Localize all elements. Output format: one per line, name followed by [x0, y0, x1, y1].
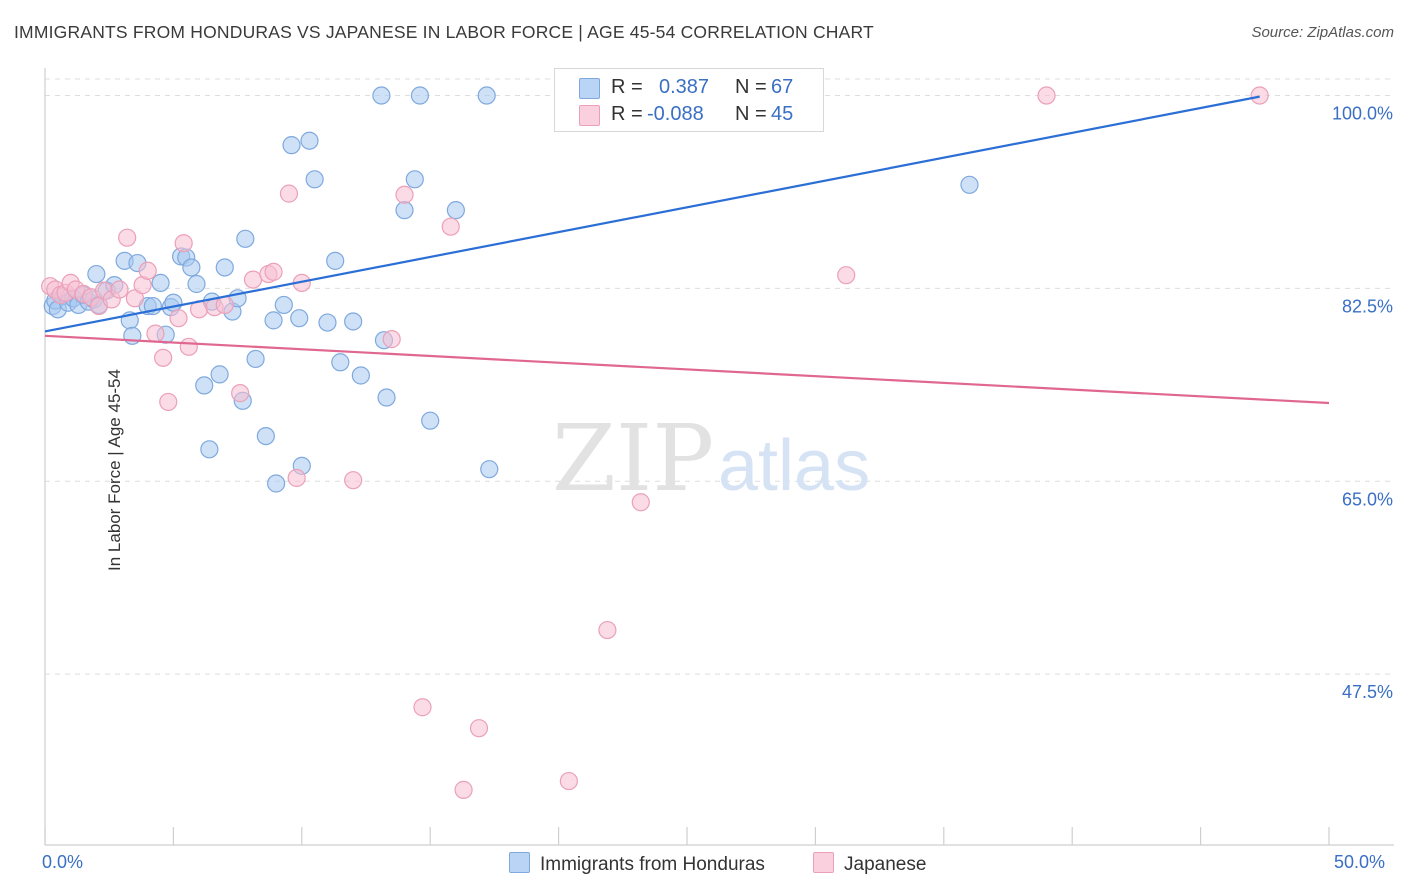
honduras-point	[326, 251, 345, 270]
bottom-legend-pink: Japanese	[813, 852, 926, 876]
honduras-point	[318, 313, 337, 332]
bottom-legend-swatch-pink	[813, 852, 834, 873]
japanese-point	[118, 228, 137, 247]
japanese-point	[169, 309, 188, 328]
legend-r-label: R =	[611, 103, 643, 125]
honduras-point	[395, 201, 414, 220]
axes	[44, 68, 1394, 846]
x-tick-min: 0.0%	[42, 852, 84, 872]
honduras-point	[151, 273, 170, 292]
japanese-point	[344, 471, 363, 490]
japanese-point	[287, 468, 306, 488]
japanese-trend-line	[44, 334, 1330, 405]
legend-swatch-pink	[579, 105, 600, 126]
legend-swatch-blue	[579, 78, 600, 99]
honduras-point	[187, 274, 206, 294]
honduras-point	[87, 264, 106, 284]
japanese-point	[395, 185, 414, 204]
japanese-point	[382, 330, 401, 349]
honduras-point	[246, 349, 265, 369]
watermark-zip: ZIP	[552, 405, 714, 512]
japanese-point	[441, 217, 460, 236]
honduras-point	[372, 86, 391, 105]
honduras-point	[305, 170, 324, 189]
source-label: Source: ZipAtlas.com	[1251, 24, 1394, 41]
honduras-point	[410, 86, 430, 105]
legend-n-label: N =	[735, 76, 767, 98]
japanese-point	[559, 771, 578, 791]
watermark-atlas: atlas	[718, 426, 870, 506]
trend-lines	[44, 95, 1330, 405]
japanese-point	[154, 348, 173, 367]
honduras-point	[264, 311, 283, 330]
honduras-point	[182, 258, 201, 277]
japanese-point	[598, 620, 617, 640]
honduras-point	[480, 460, 499, 479]
honduras-point	[344, 312, 363, 331]
x-tick-max: 50.0%	[1334, 852, 1386, 872]
honduras-point	[256, 426, 275, 446]
honduras-point	[477, 86, 496, 105]
honduras-point	[200, 440, 219, 459]
honduras-point	[960, 175, 979, 194]
legend-r-pink: -0.088	[647, 103, 704, 125]
japanese-point	[454, 780, 473, 799]
japanese-point	[146, 324, 165, 343]
legend-r-label: R =	[611, 76, 643, 98]
bottom-legend-blue: Immigrants from Honduras	[509, 852, 765, 876]
japanese-point	[231, 384, 250, 403]
honduras-trend-line	[44, 95, 1260, 333]
japanese-point	[631, 493, 650, 512]
legend-n-pink: 45	[771, 103, 794, 125]
watermark: ZIP atlas	[552, 405, 870, 512]
honduras-point	[331, 353, 350, 372]
honduras-point	[236, 229, 255, 248]
honduras-point	[282, 136, 301, 155]
honduras-point	[446, 201, 465, 220]
legend-n-label: N =	[735, 103, 767, 125]
japanese-point	[837, 266, 856, 285]
japanese-point	[243, 270, 263, 289]
honduras-point	[274, 295, 293, 315]
japanese-point	[413, 698, 432, 717]
chart-title: IMMIGRANTS FROM HONDURAS VS JAPANESE IN …	[14, 22, 874, 42]
honduras-point	[215, 258, 234, 277]
legend-r-blue: 0.387	[659, 76, 710, 98]
honduras-point	[267, 474, 286, 493]
gridlines	[45, 78, 1394, 675]
bottom-legend-swatch-blue	[509, 852, 530, 873]
y-tick-labels: 100.0% 82.5% 65.0% 47.5%	[1332, 104, 1393, 703]
japanese-point	[264, 262, 283, 281]
japanese-point	[1250, 86, 1269, 105]
bottom-legend-label-pink: Japanese	[844, 854, 927, 875]
japanese-point	[279, 184, 299, 203]
japanese-point	[138, 261, 157, 280]
japanese-point	[469, 719, 489, 738]
japanese-point	[174, 234, 193, 253]
honduras-point	[351, 366, 370, 385]
data-points	[41, 86, 1269, 799]
japanese-point	[215, 295, 234, 315]
y-tick-label: 82.5%	[1342, 296, 1393, 316]
japanese-point	[159, 392, 178, 412]
y-tick-label: 100.0%	[1332, 104, 1393, 124]
y-axis-label: In Labor Force | Age 45-54	[104, 369, 124, 571]
y-tick-label: 47.5%	[1342, 682, 1393, 702]
correlation-legend: R = 0.387 N = 67 R = -0.088 N = 45	[554, 68, 824, 132]
y-tick-label: 65.0%	[1342, 489, 1393, 509]
japanese-point	[110, 280, 129, 299]
honduras-point	[300, 131, 319, 150]
bottom-legend-label-blue: Immigrants from Honduras	[540, 854, 765, 875]
honduras-point	[210, 365, 229, 384]
honduras-point	[195, 376, 214, 395]
japanese-point	[1037, 86, 1056, 105]
legend-n-blue: 67	[771, 76, 794, 98]
japanese-point	[179, 337, 198, 356]
honduras-point	[405, 170, 424, 189]
honduras-point	[377, 388, 396, 407]
honduras-point	[290, 309, 309, 328]
honduras-point	[421, 411, 440, 430]
